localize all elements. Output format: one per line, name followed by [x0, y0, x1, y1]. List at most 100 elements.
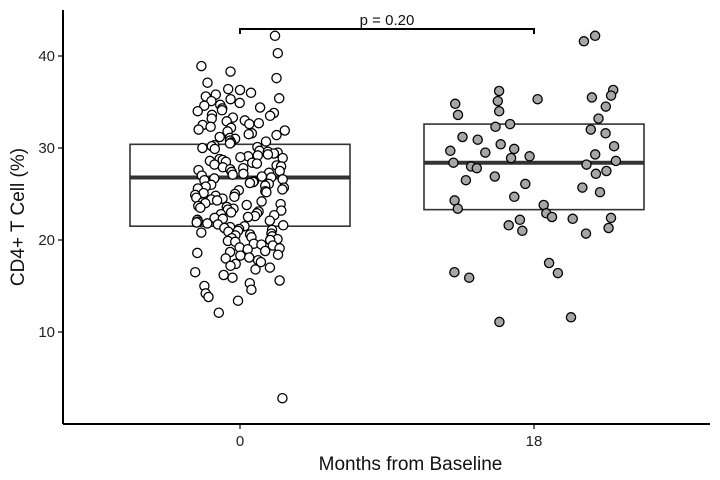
data-point-18-19: [495, 139, 506, 150]
y-tick-label-10: 10: [38, 324, 55, 341]
data-point-18-36: [520, 178, 531, 190]
data-point-18-44: [546, 211, 558, 223]
data-point-18-6: [532, 93, 543, 105]
data-point-18-33: [590, 168, 602, 180]
data-point-18-25: [524, 151, 535, 162]
data-point-0-130: [202, 218, 213, 229]
data-point-18-55: [463, 272, 475, 283]
data-point-18-4: [605, 90, 617, 101]
data-point-18-8: [449, 98, 461, 110]
data-point-18-16: [600, 128, 611, 139]
data-point-0-101: [229, 191, 240, 203]
data-point-0-127: [264, 215, 276, 226]
data-point-0-140: [196, 227, 207, 238]
data-point-18-31: [471, 162, 483, 174]
data-point-0-2: [196, 60, 207, 72]
data-point-18-37: [577, 182, 588, 193]
data-point-18-5: [586, 92, 598, 103]
data-point-0-1: [272, 47, 284, 59]
data-point-0-173: [274, 275, 285, 286]
data-point-0-55: [262, 149, 274, 160]
data-point-0-160: [272, 249, 284, 260]
data-point-18-27: [610, 155, 622, 167]
data-point-0-5: [202, 77, 213, 88]
data-point-0-171: [218, 269, 229, 281]
data-point-18-12: [593, 113, 604, 124]
data-point-18-32: [601, 165, 612, 177]
data-point-0-161: [235, 250, 246, 261]
data-point-18-1: [578, 36, 590, 47]
data-point-0-168: [264, 262, 276, 273]
data-point-0-113: [195, 202, 206, 214]
data-point-0-28: [253, 117, 265, 129]
data-point-0-176: [246, 284, 257, 295]
data-point-18-0: [589, 30, 601, 42]
data-point-0-96: [261, 186, 272, 198]
data-point-18-56: [565, 312, 577, 323]
data-point-18-35: [460, 174, 472, 186]
data-point-18-22: [445, 145, 456, 157]
data-point-0-65: [251, 158, 263, 169]
data-point-18-3: [493, 85, 505, 97]
data-point-0-110: [241, 199, 252, 211]
data-point-0-123: [242, 211, 254, 223]
data-point-0-86: [244, 177, 256, 189]
data-point-18-49: [603, 222, 614, 234]
data-point-0-157: [259, 245, 271, 257]
significance-bracket: [239, 28, 535, 34]
data-point-0-7: [234, 84, 246, 96]
data-point-0-129: [191, 217, 202, 228]
data-point-18-38: [594, 186, 606, 198]
data-point-18-57: [494, 316, 505, 328]
boxes-layer: [129, 123, 645, 228]
data-point-0-4: [271, 72, 282, 84]
y-tick-label-20: 20: [38, 232, 55, 249]
axes-layer: 10 20 30 40 0 18: [38, 10, 710, 450]
data-point-0-170: [189, 266, 201, 278]
data-point-0-178: [203, 291, 214, 303]
data-point-18-24: [589, 149, 601, 160]
data-point-0-93: [277, 184, 288, 195]
data-point-0-8: [245, 87, 257, 99]
data-point-0-29: [244, 118, 255, 130]
data-point-18-39: [509, 191, 520, 203]
data-point-0-23: [264, 110, 276, 122]
p-value-label: p = 0.20: [360, 12, 415, 29]
data-point-0-76: [238, 168, 249, 180]
data-point-0-16: [199, 100, 210, 111]
data-point-0-169: [250, 264, 261, 275]
data-point-18-21: [508, 143, 520, 155]
x-tick-label-18: 18: [526, 433, 543, 450]
data-point-0-19: [216, 105, 228, 116]
box-18: [423, 123, 645, 211]
data-point-18-18: [472, 134, 483, 145]
data-point-0-58: [235, 151, 246, 163]
data-point-0-105: [211, 195, 223, 206]
y-axis-title: CD4+ T Cell (%): [8, 148, 29, 286]
data-point-18-9: [600, 101, 612, 112]
data-point-18-47: [514, 214, 526, 226]
data-point-0-31: [205, 121, 216, 133]
data-point-18-13: [504, 118, 516, 130]
y-tick-label-40: 40: [38, 48, 55, 65]
data-point-0-172: [227, 272, 238, 283]
data-point-0-39: [214, 131, 225, 143]
data-point-0-34: [279, 125, 291, 136]
points-layer: [189, 30, 622, 404]
data-point-0-38: [271, 129, 282, 141]
data-point-18-54: [552, 267, 564, 279]
data-point-18-51: [580, 228, 592, 239]
data-point-0-132: [277, 220, 289, 231]
data-point-0-3: [225, 66, 236, 77]
data-point-18-28: [448, 157, 459, 168]
data-point-18-53: [449, 266, 460, 278]
data-point-18-50: [517, 225, 528, 237]
data-point-0-50: [209, 143, 221, 155]
data-point-18-11: [452, 109, 464, 121]
data-point-0-180: [213, 307, 225, 318]
data-point-0-12: [225, 93, 236, 105]
data-point-0-106: [256, 196, 267, 207]
data-point-0-33: [193, 124, 204, 135]
data-point-18-23: [480, 147, 491, 158]
